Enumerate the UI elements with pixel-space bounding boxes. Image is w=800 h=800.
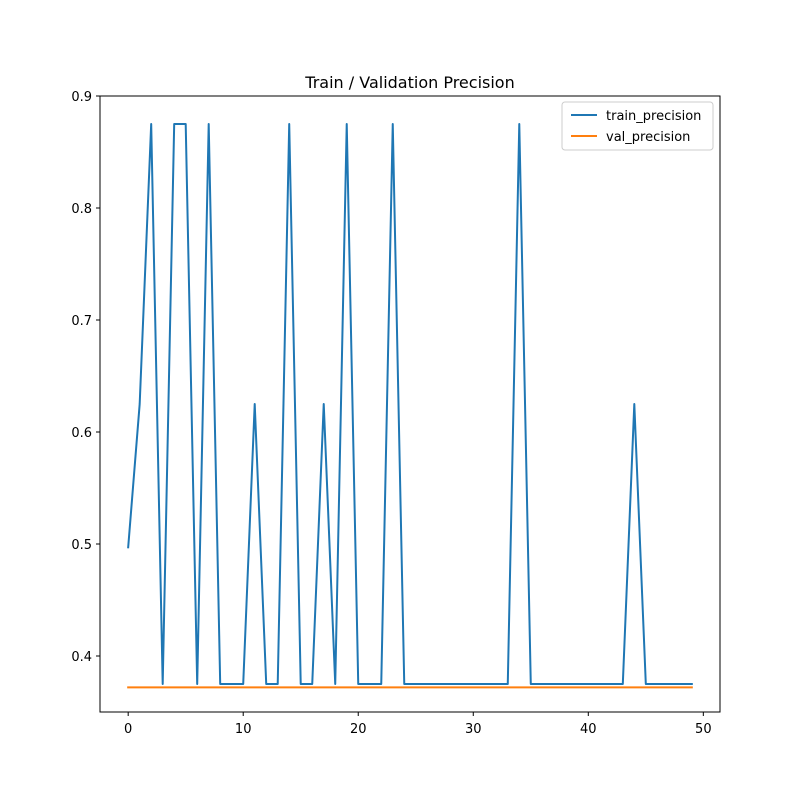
y-tick-label: 0.5 — [71, 538, 92, 553]
y-tick-label: 0.6 — [71, 426, 92, 441]
legend-label-train-precision: train_precision — [606, 109, 701, 124]
plot-area: 0 10 20 30 40 50 0.4 0.5 0.6 0.7 0.8 0.9 train_preci… — [71, 90, 721, 737]
legend-label-val-precision: val_precision — [606, 130, 690, 145]
y-tick-label: 0.4 — [71, 650, 92, 665]
x-tick-label: 10 — [235, 722, 252, 737]
x-tick-label: 30 — [465, 722, 482, 737]
x-tick-label: 50 — [695, 722, 712, 737]
series-line-train-precision — [127, 123, 693, 685]
chart-title: Train / Validation Precision — [304, 73, 514, 92]
x-tick-label: 40 — [580, 722, 597, 737]
axes-frame — [99, 95, 721, 713]
y-tick-label: 0.8 — [71, 202, 92, 217]
legend-box — [561, 101, 714, 151]
x-tick-label: 20 — [350, 722, 367, 737]
y-tick-label: 0.7 — [71, 314, 92, 329]
x-tick-label: 0 — [124, 722, 132, 737]
y-tick-label: 0.9 — [71, 90, 92, 105]
